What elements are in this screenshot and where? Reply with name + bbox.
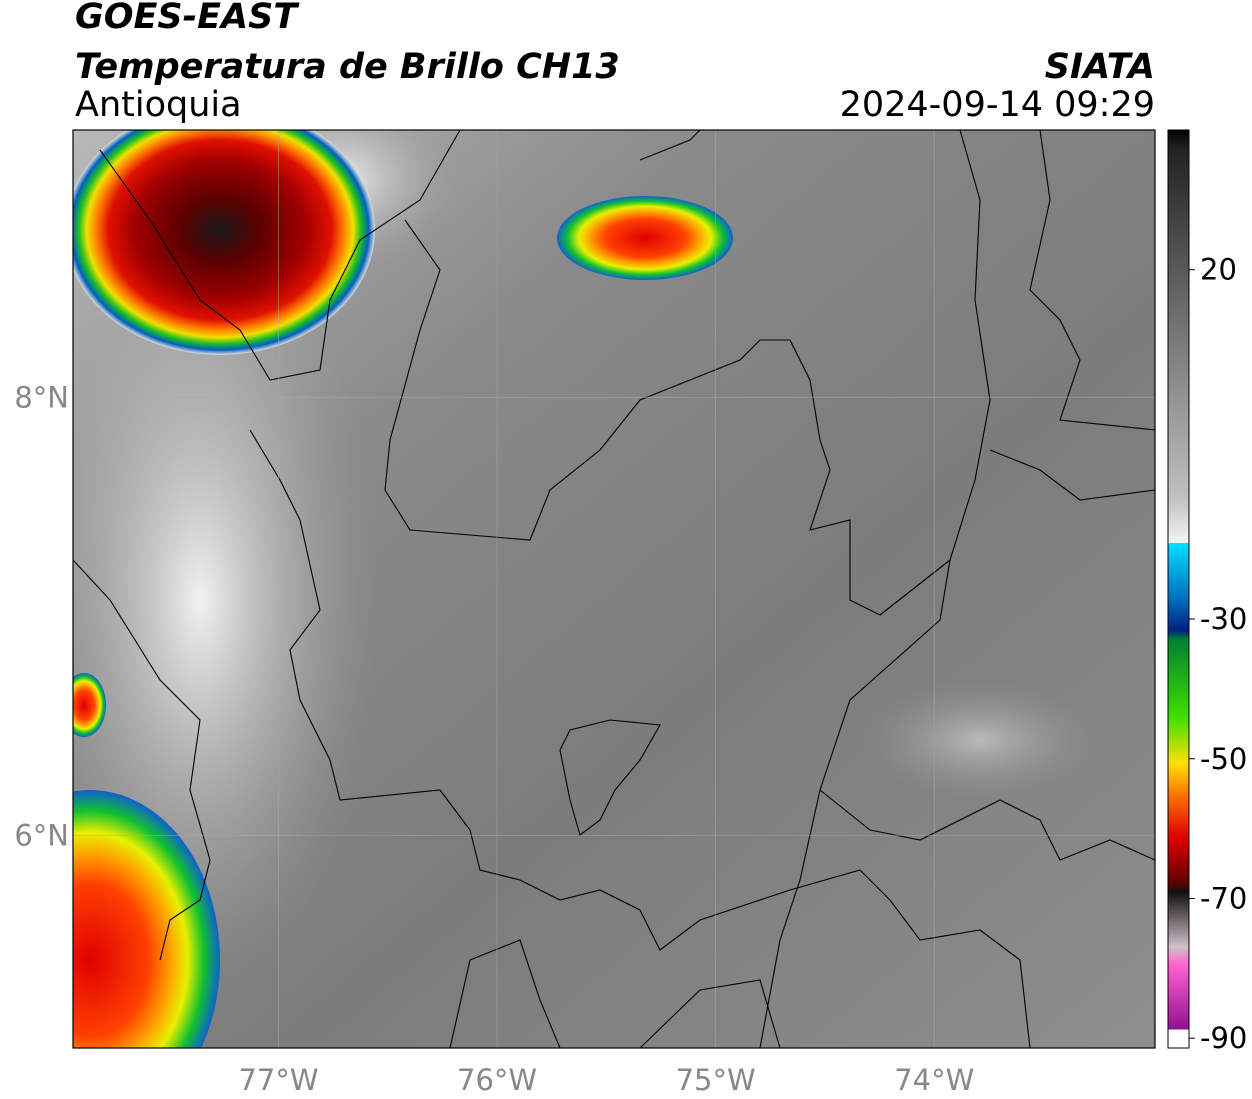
colorbar-tick-label: 20 bbox=[1200, 253, 1237, 287]
border bbox=[249, 429, 1031, 1048]
border bbox=[73, 559, 211, 961]
source: SIATA bbox=[1045, 47, 1155, 87]
region: Antioquia bbox=[75, 85, 242, 125]
border bbox=[1029, 130, 1155, 431]
storm-cell bbox=[73, 790, 220, 1048]
cloud bbox=[860, 680, 1100, 800]
border bbox=[99, 130, 461, 381]
border bbox=[639, 130, 701, 161]
border bbox=[819, 789, 1155, 861]
colorbar-tick-label: -90 bbox=[1200, 1021, 1247, 1055]
y-tick-label: 8°N bbox=[14, 380, 69, 414]
border bbox=[449, 939, 561, 1048]
colorbar-tick-label: -50 bbox=[1200, 742, 1247, 776]
title: GOES-EAST bbox=[75, 0, 300, 37]
border bbox=[384, 130, 991, 616]
x-tick-label: 74°W bbox=[894, 1063, 974, 1097]
map-image bbox=[73, 130, 1155, 1048]
cloud bbox=[73, 200, 380, 1000]
x-tick-label: 76°W bbox=[457, 1063, 537, 1097]
storm-cell bbox=[73, 130, 375, 355]
colorbar-tick-label: -30 bbox=[1200, 602, 1247, 636]
colorbar-tick-label: -70 bbox=[1200, 881, 1247, 915]
border bbox=[759, 558, 951, 1048]
y-tick-label: 6°N bbox=[14, 818, 69, 852]
map-frame bbox=[72, 129, 1156, 1049]
x-tick-label: 75°W bbox=[676, 1063, 756, 1097]
graticule bbox=[73, 130, 1155, 1048]
subtitle: Temperatura de Brillo CH13 bbox=[75, 47, 620, 87]
border bbox=[559, 719, 661, 836]
colorbar bbox=[1167, 129, 1190, 1049]
timestamp: 2024-09-14 09:29 bbox=[840, 85, 1155, 125]
storm-cell bbox=[557, 196, 733, 280]
x-tick-label: 77°W bbox=[238, 1063, 318, 1097]
border bbox=[989, 449, 1155, 501]
storm-cell bbox=[73, 673, 106, 737]
border bbox=[639, 979, 781, 1048]
